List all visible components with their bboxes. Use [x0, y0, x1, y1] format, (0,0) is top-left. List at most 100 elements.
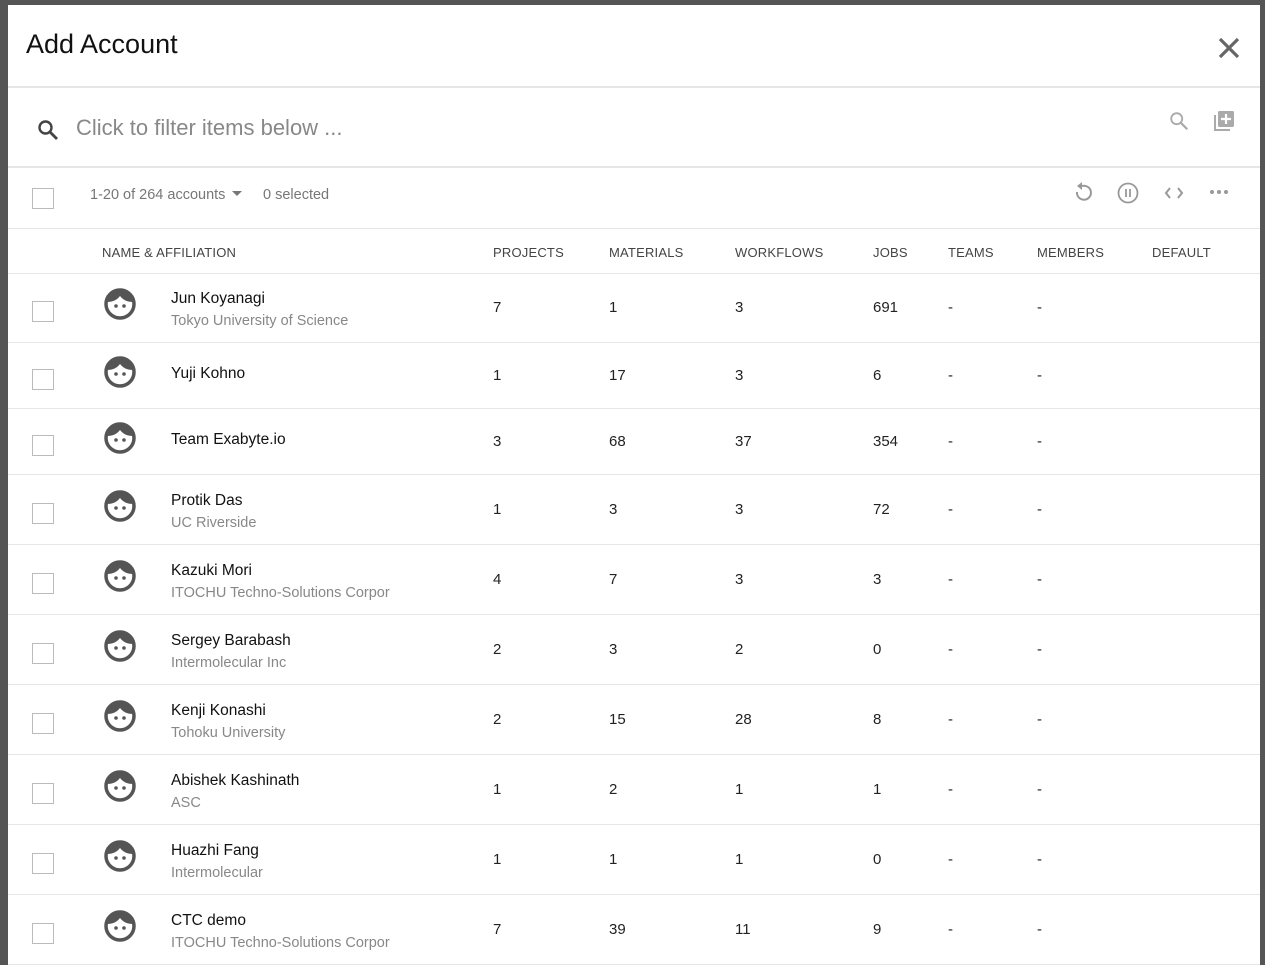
account-affiliation: ASC: [171, 795, 201, 811]
column-header-jobs[interactable]: JOBS: [873, 245, 908, 260]
cell-teams: -: [948, 367, 953, 384]
code-icon[interactable]: [1164, 186, 1184, 200]
account-name: Jun Koyanagi: [171, 290, 265, 307]
cell-members: -: [1037, 781, 1042, 798]
row-checkbox[interactable]: [32, 643, 54, 664]
row-checkbox[interactable]: [32, 301, 54, 322]
column-header-workflows[interactable]: WORKFLOWS: [735, 245, 824, 260]
avatar-icon: [104, 422, 136, 459]
avatar-icon: [104, 700, 136, 737]
cell-workflows: 3: [735, 299, 744, 316]
column-header-name[interactable]: NAME & AFFILIATION: [102, 245, 237, 260]
cell-materials: 15: [609, 711, 626, 728]
cell-projects: 4: [493, 571, 502, 588]
cell-teams: -: [948, 851, 953, 868]
cell-materials: 7: [609, 571, 618, 588]
cell-jobs: 691: [873, 299, 899, 316]
account-name: Kenji Konashi: [171, 702, 266, 719]
avatar-icon: [104, 490, 136, 527]
table-row[interactable]: Huazhi Fang Intermolecular 1 1 1 0 - -: [8, 825, 1260, 895]
column-header-members[interactable]: MEMBERS: [1037, 245, 1105, 260]
add-to-library-icon[interactable]: [1212, 109, 1236, 133]
table-row[interactable]: Jun Koyanagi Tokyo University of Science…: [8, 273, 1260, 343]
cell-members: -: [1037, 571, 1042, 588]
cell-materials: 1: [609, 851, 618, 868]
search-button-icon[interactable]: [1168, 110, 1190, 132]
row-checkbox[interactable]: [32, 783, 54, 804]
more-icon[interactable]: [1209, 189, 1229, 195]
cell-workflows: 3: [735, 501, 744, 518]
select-all-checkbox[interactable]: [32, 188, 54, 209]
cell-workflows: 37: [735, 433, 752, 450]
account-affiliation: Tohoku University: [171, 725, 286, 741]
table-row[interactable]: CTC demo ITOCHU Techno-Solutions Corpor …: [8, 895, 1260, 965]
row-checkbox[interactable]: [32, 369, 54, 390]
cell-members: -: [1037, 433, 1042, 450]
filter-input[interactable]: [76, 115, 1076, 141]
cell-materials: 17: [609, 367, 626, 384]
column-header-teams[interactable]: TEAMS: [948, 245, 994, 260]
cell-materials: 2: [609, 781, 618, 798]
account-name: Protik Das: [171, 492, 243, 509]
cell-members: -: [1037, 299, 1042, 316]
column-header-default[interactable]: DEFAULT: [1152, 245, 1211, 260]
account-affiliation: Tokyo University of Science: [171, 313, 349, 329]
row-checkbox[interactable]: [32, 853, 54, 874]
cell-workflows: 3: [735, 367, 744, 384]
table-row[interactable]: Abishek Kashinath ASC 1 2 1 1 - -: [8, 755, 1260, 825]
account-name: Team Exabyte.io: [171, 431, 286, 448]
cell-materials: 39: [609, 921, 626, 938]
table-row[interactable]: Team Exabyte.io 3 68 37 354 - -: [8, 409, 1260, 475]
row-checkbox[interactable]: [32, 573, 54, 594]
table-row[interactable]: Protik Das UC Riverside 1 3 3 72 - -: [8, 475, 1260, 545]
pause-icon[interactable]: [1117, 182, 1139, 204]
row-checkbox[interactable]: [32, 503, 54, 524]
table-row[interactable]: Kazuki Mori ITOCHU Techno-Solutions Corp…: [8, 545, 1260, 615]
cell-materials: 3: [609, 641, 618, 658]
cell-materials: 1: [609, 299, 618, 316]
avatar-icon: [104, 770, 136, 807]
cell-projects: 2: [493, 711, 502, 728]
pagination-range: 1-20 of 264 accounts: [90, 187, 226, 203]
cell-jobs: 0: [873, 641, 882, 658]
cell-members: -: [1037, 501, 1042, 518]
cell-teams: -: [948, 571, 953, 588]
cell-jobs: 72: [873, 501, 890, 518]
close-icon[interactable]: [1216, 35, 1242, 61]
table-row[interactable]: Sergey Barabash Intermolecular Inc 2 3 2 0 -…: [8, 615, 1260, 685]
refresh-icon[interactable]: [1072, 181, 1094, 205]
cell-teams: -: [948, 781, 953, 798]
cell-projects: 1: [493, 501, 502, 518]
row-checkbox[interactable]: [32, 923, 54, 944]
account-affiliation: Intermolecular Inc: [171, 655, 287, 671]
cell-members: -: [1037, 921, 1042, 938]
cell-jobs: 354: [873, 433, 899, 450]
column-header-projects[interactable]: PROJECTS: [493, 245, 564, 260]
cell-teams: -: [948, 433, 953, 450]
cell-projects: 7: [493, 299, 502, 316]
cell-workflows: 1: [735, 851, 744, 868]
cell-materials: 68: [609, 433, 626, 450]
cell-members: -: [1037, 711, 1042, 728]
cell-workflows: 2: [735, 641, 744, 658]
cell-workflows: 28: [735, 711, 752, 728]
account-affiliation: Intermolecular: [171, 865, 263, 881]
row-checkbox[interactable]: [32, 713, 54, 734]
selected-count: 0 selected: [263, 187, 330, 203]
account-name: Sergey Barabash: [171, 632, 291, 649]
account-name: CTC demo: [171, 912, 246, 929]
avatar-icon: [104, 356, 136, 393]
cell-teams: -: [948, 641, 953, 658]
cell-members: -: [1037, 851, 1042, 868]
cell-members: -: [1037, 367, 1042, 384]
row-checkbox[interactable]: [32, 435, 54, 456]
avatar-icon: [104, 840, 136, 877]
cell-jobs: 6: [873, 367, 882, 384]
table-row[interactable]: Yuji Kohno 1 17 3 6 - -: [8, 343, 1260, 409]
cell-projects: 1: [493, 781, 502, 798]
table-row[interactable]: Kenji Konashi Tohoku University 2 15 28 8 - -: [8, 685, 1260, 755]
cell-projects: 7: [493, 921, 502, 938]
cell-jobs: 1: [873, 781, 882, 798]
pagination-dropdown[interactable]: 1-20 of 264 accounts: [90, 187, 243, 203]
column-header-materials[interactable]: MATERIALS: [609, 245, 684, 260]
